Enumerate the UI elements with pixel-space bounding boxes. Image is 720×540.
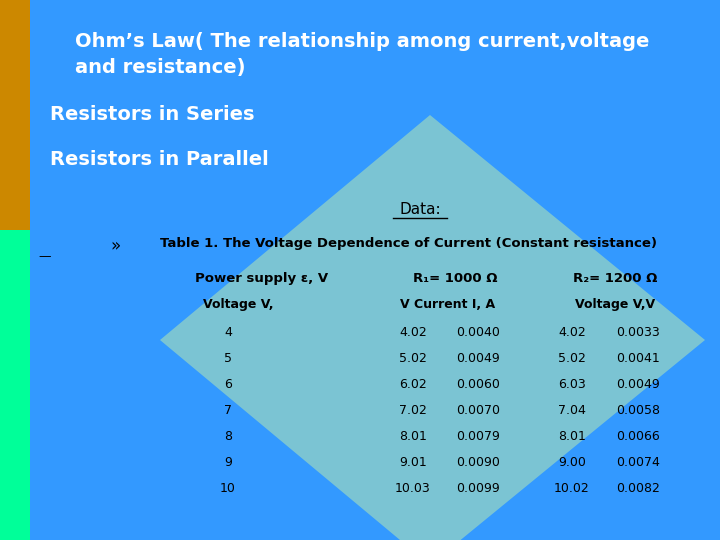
Text: —: — (38, 250, 50, 263)
Text: 6.02: 6.02 (399, 378, 427, 391)
Text: Voltage V,: Voltage V, (203, 298, 274, 311)
Text: 4.02: 4.02 (558, 326, 586, 339)
Text: Data:: Data: (399, 202, 441, 217)
Text: 0.0099: 0.0099 (456, 482, 500, 495)
Text: 9: 9 (224, 456, 232, 469)
Text: 0.0060: 0.0060 (456, 378, 500, 391)
Text: 8: 8 (224, 430, 232, 443)
Text: 0.0033: 0.0033 (616, 326, 660, 339)
Text: 4: 4 (224, 326, 232, 339)
Text: Ohm’s Law( The relationship among current,voltage: Ohm’s Law( The relationship among curren… (75, 32, 649, 51)
Text: 0.0070: 0.0070 (456, 404, 500, 417)
Text: 10.03: 10.03 (395, 482, 431, 495)
Text: 6: 6 (224, 378, 232, 391)
Text: 0.0074: 0.0074 (616, 456, 660, 469)
Text: 9.00: 9.00 (558, 456, 586, 469)
Text: Power supply ε, V: Power supply ε, V (195, 272, 328, 285)
Text: 0.0041: 0.0041 (616, 352, 660, 365)
Text: R₁= 1000 Ω: R₁= 1000 Ω (413, 272, 498, 285)
Text: 10: 10 (220, 482, 236, 495)
Polygon shape (160, 115, 705, 540)
Text: 0.0079: 0.0079 (456, 430, 500, 443)
Bar (0, 230, 30, 540)
Text: 6.03: 6.03 (558, 378, 586, 391)
Text: »: » (110, 237, 120, 255)
Bar (0, 0, 30, 230)
Text: Resistors in Parallel: Resistors in Parallel (50, 150, 269, 169)
Text: 0.0058: 0.0058 (616, 404, 660, 417)
Text: 5.02: 5.02 (399, 352, 427, 365)
Text: 8.01: 8.01 (399, 430, 427, 443)
Text: and resistance): and resistance) (75, 58, 246, 77)
Text: V Current I, A: V Current I, A (400, 298, 495, 311)
Text: 4.02: 4.02 (399, 326, 427, 339)
Text: 9.01: 9.01 (399, 456, 427, 469)
Text: R₂= 1200 Ω: R₂= 1200 Ω (573, 272, 657, 285)
Text: Table 1. The Voltage Dependence of Current (Constant resistance): Table 1. The Voltage Dependence of Curre… (160, 237, 657, 250)
Text: 5.02: 5.02 (558, 352, 586, 365)
Text: 0.0040: 0.0040 (456, 326, 500, 339)
Text: 5: 5 (224, 352, 232, 365)
Text: 7.02: 7.02 (399, 404, 427, 417)
Text: 0.0049: 0.0049 (616, 378, 660, 391)
Text: 7: 7 (224, 404, 232, 417)
Text: 0.0066: 0.0066 (616, 430, 660, 443)
Text: Resistors in Series: Resistors in Series (50, 105, 254, 124)
Text: 8.01: 8.01 (558, 430, 586, 443)
Text: 10.02: 10.02 (554, 482, 590, 495)
Text: 7.04: 7.04 (558, 404, 586, 417)
Text: 0.0049: 0.0049 (456, 352, 500, 365)
Text: 0.0082: 0.0082 (616, 482, 660, 495)
Text: 0.0090: 0.0090 (456, 456, 500, 469)
Text: Voltage V,V: Voltage V,V (575, 298, 655, 311)
